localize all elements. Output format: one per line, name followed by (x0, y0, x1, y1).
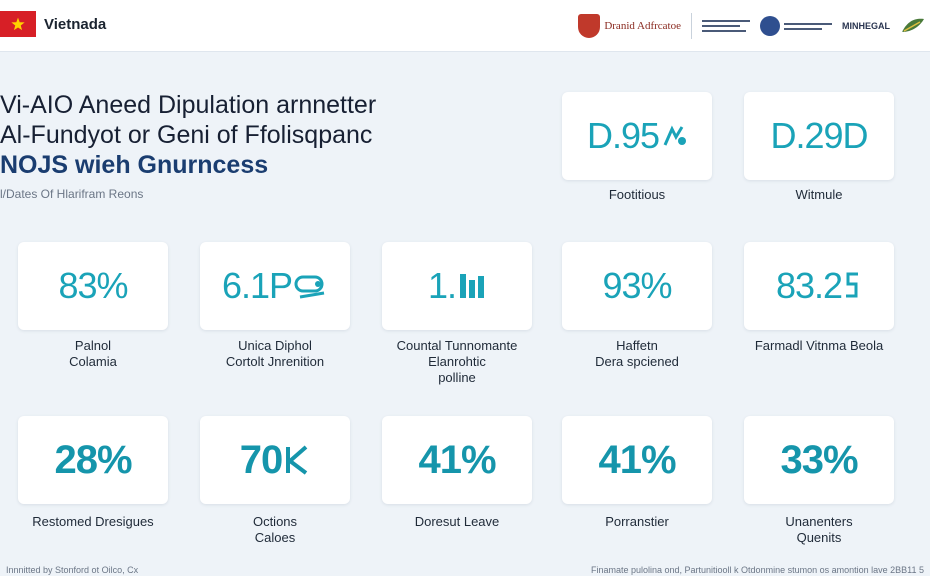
stat-value: D.29D (770, 115, 868, 156)
vietnam-flag-icon (0, 11, 36, 37)
stat-label: Unanenters Quenits (785, 514, 853, 545)
stat-label: Unica Diphol Cortolt Jnrenition (225, 338, 325, 369)
page-title: Vi-AIO Aneed Dipulation arnnetter Al-Fun… (0, 90, 500, 180)
stat-label: Porranstier (605, 514, 669, 529)
partner-logo-3[interactable] (760, 16, 832, 36)
stat-card[interactable]: 70 (200, 416, 350, 504)
stat-label: Farmadl Vitnma Beola (754, 338, 884, 353)
stat-card[interactable]: D.29D (744, 92, 894, 180)
stat-card[interactable]: 41% (562, 416, 712, 504)
partner-logo-2[interactable] (702, 20, 750, 32)
stat-value: 1. (428, 265, 486, 307)
stat-label: Witmule (795, 187, 843, 202)
stat-label: Palnol Colamia (69, 338, 117, 369)
stat-label: Restomed Dresigues (32, 514, 154, 529)
bars-glyph-icon (460, 274, 485, 298)
stat-value: 83.2 (776, 265, 862, 307)
text-lines-icon (702, 20, 750, 32)
k-glyph-icon (286, 445, 308, 475)
stat-value: 33% (780, 437, 858, 482)
partner-logo-4[interactable]: MINHEGAL (842, 21, 890, 31)
stat-value: 83% (58, 265, 128, 306)
title-line: NOJS wieh Gnurncess (0, 151, 269, 179)
text-lines-icon (784, 22, 832, 30)
title-line: Vi-AIO Aneed Dipulation arnnetter (0, 91, 377, 119)
title-line: Al-Fundyot or Geni of Ffolisqpanc (0, 121, 373, 149)
top-bar: Vietnada Dranid Adfrcatoe MINHEGAL (0, 0, 930, 52)
divider (691, 13, 692, 39)
stat-value: D.95 (587, 115, 687, 157)
partner-logo-5[interactable] (900, 16, 926, 36)
chart-glyph-icon (663, 125, 687, 146)
ornament-icon (294, 275, 325, 299)
stat-value: 70 (240, 438, 311, 483)
stat-label: Footitious (608, 187, 666, 202)
stat-card[interactable]: 6.1P (200, 242, 350, 330)
stat-value: 41% (418, 437, 496, 482)
stat-value: 6.1P (222, 265, 328, 307)
leaf-icon (902, 18, 924, 32)
stat-card[interactable]: 93% (562, 242, 712, 330)
stat-card[interactable]: 41% (382, 416, 532, 504)
partner-logos: Dranid Adfrcatoe MINHEGAL (578, 8, 930, 44)
partner-logo-1[interactable]: Dranid Adfrcatoe (578, 14, 681, 38)
partner-name: Dranid Adfrcatoe (604, 20, 681, 32)
footer-credit: Innnitted by Stonford ot Oilco, Cx (6, 565, 139, 575)
stat-value: 41% (598, 437, 676, 482)
page-subtitle: l/Dates Of Hlarifram Reons (0, 187, 144, 201)
brand[interactable]: Vietnada (0, 11, 106, 37)
stat-card[interactable]: 1. (382, 242, 532, 330)
emblem-icon (760, 16, 780, 36)
stat-value: 28% (54, 437, 132, 482)
crest-icon (578, 14, 601, 38)
brand-name: Vietnada (44, 15, 107, 33)
partner-name: MINHEGAL (842, 21, 890, 31)
stat-label: Haffetn Dera spciened (595, 338, 679, 369)
chart-glyph-icon (846, 272, 859, 298)
stat-value: 93% (602, 265, 672, 306)
stat-card[interactable]: 33% (744, 416, 894, 504)
stat-card[interactable]: 83% (18, 242, 168, 330)
stat-label: Countal Tunnomante Elanrohtic polline (396, 338, 518, 385)
stat-label: Doresut Leave (414, 514, 500, 529)
stat-card[interactable]: 28% (18, 416, 168, 504)
stat-label: Octions Caloes (252, 514, 298, 545)
stat-card[interactable]: 83.2 (744, 242, 894, 330)
footer-note: Finamate pulolina ond, Partunitiooll k O… (590, 565, 924, 575)
stat-card[interactable]: D.95 (562, 92, 712, 180)
